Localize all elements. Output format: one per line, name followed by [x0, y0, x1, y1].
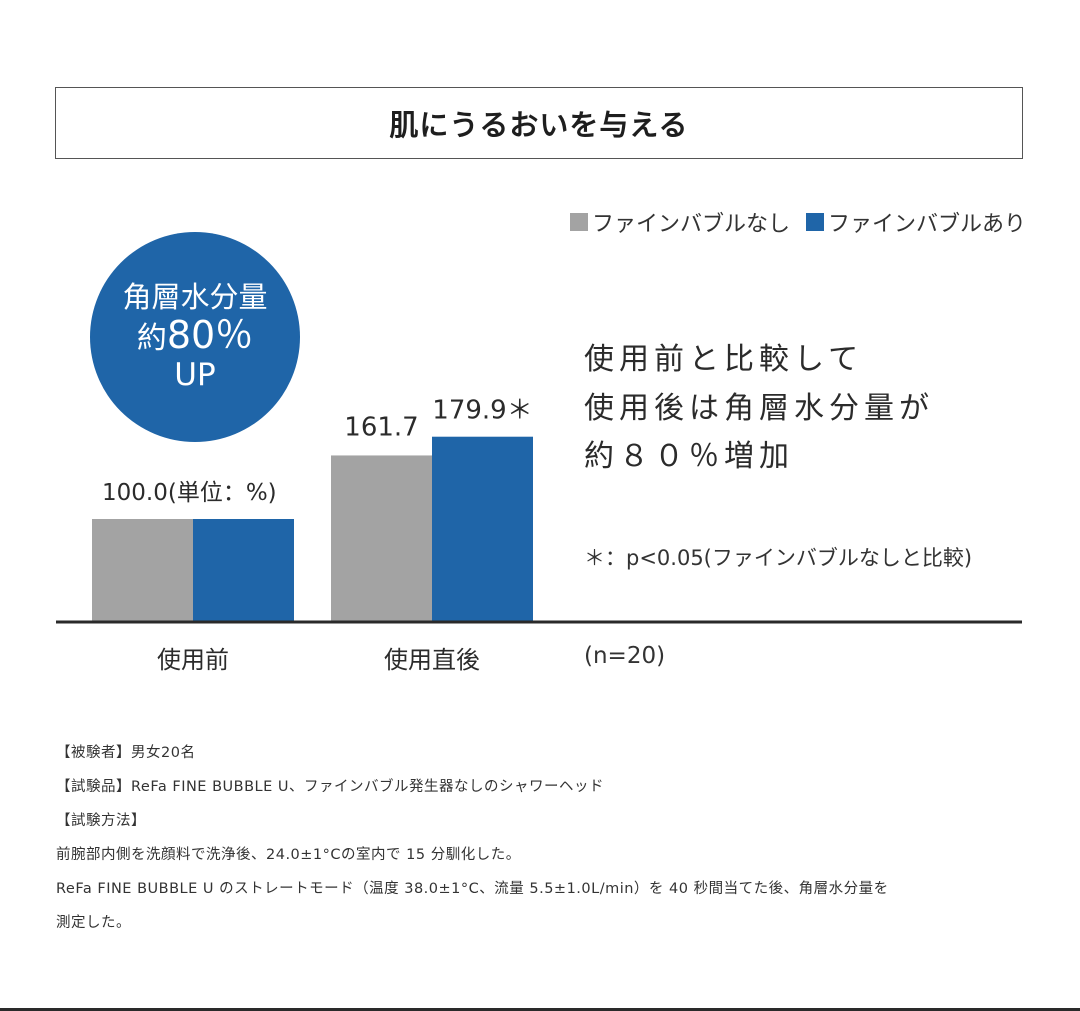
result-description: 使用前と比較して 使用後は角層水分量が 約８０％増加 — [584, 340, 934, 486]
description-line2: 使用後は角層水分量が — [584, 390, 934, 426]
data-label-before: 100.0(単位：%) — [102, 480, 277, 506]
bar-before-with — [193, 519, 294, 622]
significance-note: ＊：p<0.05(ファインバブルなしと比較) — [584, 546, 973, 570]
chart-title: 肌にうるおいを与える — [55, 87, 1023, 159]
legend: ファインバブルなし ファインバブルあり — [560, 206, 1026, 238]
bar-before-without — [92, 519, 193, 622]
badge-line2: 約80％ — [136, 313, 254, 358]
bar-after-with — [432, 436, 533, 622]
result-badge: 角層水分量 約80％ UP — [90, 232, 300, 442]
legend-item-without: ファインバブルなし — [569, 206, 790, 238]
footnote-method-heading: 【試験方法】 — [56, 813, 146, 829]
description-line1: 使用前と比較して — [584, 342, 864, 377]
legend-label-with: ファインバブルあり — [827, 212, 1026, 237]
footnote-method-1: 前腕部内側を洗顔料で洗浄後、24.0±1°Cの室内で 15 分馴化した。 — [56, 847, 521, 863]
footnote-products: 【試験品】ReFa FINE BUBBLE U、ファインバブル発生器なしのシャワ… — [56, 779, 604, 795]
data-label-after-with: 179.9＊ — [432, 396, 532, 426]
badge-line2-value: 80％ — [166, 313, 254, 357]
bottom-divider — [0, 1008, 1080, 1011]
legend-swatch-with — [805, 213, 824, 231]
sample-size: (n=20) — [584, 643, 666, 669]
x-tick-label-before: 使用前 — [157, 646, 229, 674]
badge-line3: UP — [174, 356, 216, 393]
x-tick-label-after: 使用直後 — [384, 646, 480, 674]
bar-chart: 使用前 使用直後 100.0(単位：%) 161.7 179.9＊ — [56, 396, 1022, 674]
legend-swatch-without — [569, 213, 588, 231]
test-footnotes: 【被験者】男女20名 【試験品】ReFa FINE BUBBLE U、ファインバ… — [56, 736, 1046, 940]
data-label-after-without: 161.7 — [344, 412, 418, 442]
legend-label-without: ファインバブルなし — [591, 212, 790, 237]
badge-line1: 角層水分量 — [122, 279, 268, 314]
footnote-method-3: 測定した。 — [56, 915, 131, 931]
description-line3: 約８０％増加 — [584, 439, 794, 474]
badge-line2-prefix: 約 — [136, 321, 167, 356]
bar-after-without — [331, 455, 432, 622]
footnote-method-2: ReFa FINE BUBBLE U のストレートモード（温度 38.0±1°C… — [56, 881, 889, 897]
legend-item-with: ファインバブルあり — [805, 206, 1026, 238]
footnote-subjects: 【被験者】男女20名 — [56, 745, 196, 761]
